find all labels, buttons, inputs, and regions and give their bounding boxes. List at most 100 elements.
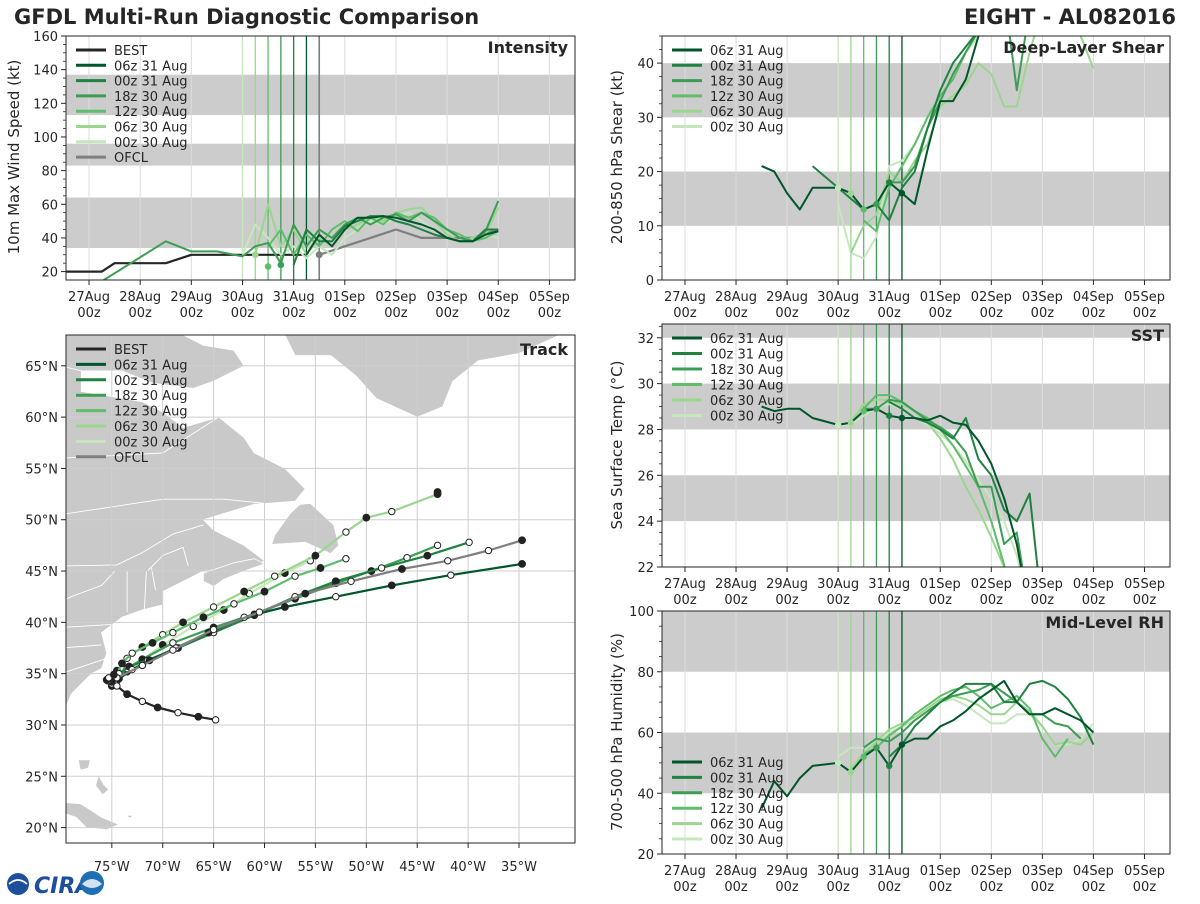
rh-xtick-label: 27Aug: [664, 864, 706, 879]
intensity-legend-label: 06z 30 Aug: [114, 121, 188, 136]
rh-ytick-label: 100: [629, 605, 654, 620]
map-border-line: [143, 570, 147, 610]
track-legend-label: 18z 30 Aug: [114, 389, 188, 404]
intensity-legend-label: 18z 30 Aug: [114, 90, 188, 105]
intensity-series-best: [66, 253, 307, 273]
map-border-line: [66, 623, 112, 628]
intensity-band: [66, 143, 575, 166]
rh-series-group: [760, 679, 1095, 809]
track-point-06z-30-aug: [388, 507, 396, 516]
shear-xtick-label: 01Sep: [920, 290, 961, 305]
intensity-series-ofcl: [318, 228, 499, 256]
intensity-ytick-label: 40: [41, 232, 58, 247]
track-legend-label: OFCL: [114, 451, 149, 466]
shear-xtick-label: 00z: [1082, 306, 1106, 321]
sst-ytick-label: 30: [637, 378, 654, 393]
track-title: Track: [520, 340, 568, 359]
sst-xtick-label: 00z: [775, 593, 799, 608]
track-point-best: [153, 703, 162, 712]
shear-xtick-label: 31Aug: [868, 290, 910, 305]
sst-marker: [847, 419, 855, 426]
shear-band: [662, 63, 1170, 118]
shear-xtick-label: 05Sep: [1124, 290, 1165, 305]
shear-xtick-label: 00z: [1031, 306, 1055, 321]
intensity-frame: [65, 35, 576, 281]
track-ytick-label: 55°N: [25, 462, 58, 477]
sst-legend-label: 06z 30 Aug: [710, 394, 784, 409]
intensity-ytick-label: 140: [33, 64, 58, 79]
track-point-ofcl: [169, 646, 177, 654]
rh-marker: [847, 768, 855, 776]
intensity-xtick-label: 04Sep: [478, 290, 519, 305]
shear-xtick-label: 29Aug: [766, 290, 808, 305]
rh-marker: [860, 753, 867, 760]
shear-xtick-label: 28Aug: [715, 290, 757, 305]
track-xtick-label: 35°W: [501, 860, 537, 875]
sst-xtick-label: 29Aug: [766, 577, 808, 592]
rh-xtick-label: 28Aug: [715, 864, 757, 879]
track-xtick-label: 75°W: [94, 860, 130, 875]
rh-xtick-label: 00z: [1031, 880, 1055, 895]
shear-xtick-label: 00z: [929, 306, 953, 321]
sst-xtick-label: 04Sep: [1073, 577, 1114, 592]
intensity-legend-label: 00z 30 Aug: [114, 136, 188, 151]
rh-series-06z-30-aug: [850, 695, 1095, 770]
intensity-xtick-label: 00z: [180, 306, 204, 321]
shear-legend-label: 00z 30 Aug: [710, 121, 784, 136]
shear-legend-label: 12z 30 Aug: [710, 90, 784, 105]
sst-xtick-label: 00z: [929, 593, 953, 608]
intensity-marker: [264, 263, 272, 270]
sst-marker: [873, 405, 880, 413]
track-point-best: [109, 670, 118, 679]
rh-series-06z-31-aug: [760, 679, 1095, 809]
intensity-xtick-label: 00z: [435, 306, 459, 321]
sst-marker: [898, 414, 906, 422]
track-point-12z-30-aug: [342, 555, 350, 563]
track-point-06z-31-aug: [518, 559, 526, 568]
rh-legend-label: 18z 30 Aug: [710, 787, 784, 802]
shear-series-18z-30-aug: [875, 36, 1027, 205]
sst-series-12z-30-aug: [862, 394, 1006, 567]
sst-series-06z-30-aug: [850, 398, 1006, 567]
intensity-xtick-label: 00z: [128, 306, 152, 321]
track-point-ofcl: [209, 625, 218, 634]
sst-band: [662, 383, 1170, 430]
track-ytick-label: 25°N: [25, 770, 58, 785]
rh-xtick-label: 00z: [775, 880, 799, 895]
track-point-06z-30-aug: [342, 528, 350, 536]
rh-band: [662, 611, 1170, 672]
rh-xtick-label: 03Sep: [1022, 864, 1063, 879]
sst-ytick-label: 26: [637, 469, 654, 484]
shear-xtick-label: 00z: [980, 306, 1004, 321]
rh-marker: [873, 744, 880, 751]
track-point-ofcl: [138, 661, 147, 670]
rh-panel: 700-500 hPa Humidity (%) 20 40 60 80 100 27Au…: [608, 605, 1171, 895]
intensity-ytick-label: 60: [41, 198, 58, 213]
sst-frame: [661, 323, 1171, 568]
intensity-ytick-label: 20: [41, 266, 58, 281]
track-ytick-label: 30°N: [25, 719, 58, 734]
rh-band: [662, 732, 1170, 794]
figure-title: GFDL Multi-Run Diagnostic Comparison: [14, 5, 479, 29]
rh-ytick-label: 60: [637, 727, 654, 742]
intensity-xtick-label: 00z: [384, 306, 408, 321]
track-point-06z-30-aug: [240, 587, 249, 596]
sst-xtick-label: 02Sep: [971, 577, 1012, 592]
track-point-06z-31-aug: [280, 603, 289, 611]
intensity-ytick-label: 80: [41, 165, 58, 180]
track-xtick-label: 50°W: [348, 860, 384, 875]
rh-legend-label: 00z 30 Aug: [710, 833, 784, 848]
rh-marker: [898, 741, 906, 748]
shear-ytick-label: 20: [637, 166, 654, 181]
track-legend-label: BEST: [114, 343, 147, 358]
sst-xtick-label: 00z: [724, 593, 748, 608]
track-point-12z-30-aug: [260, 587, 269, 596]
track-point-06z-31-aug: [447, 571, 455, 579]
track-point-best: [123, 690, 131, 699]
sst-xtick-label: 27Aug: [664, 577, 706, 592]
shear-xtick-label: 00z: [1133, 306, 1157, 321]
sst-ylabel: Sea Surface Temp (°C): [608, 360, 626, 529]
track-point-12z-30-aug: [230, 600, 238, 608]
track-point-ofcl: [255, 608, 264, 616]
shear-xtick-label: 02Sep: [971, 290, 1012, 305]
